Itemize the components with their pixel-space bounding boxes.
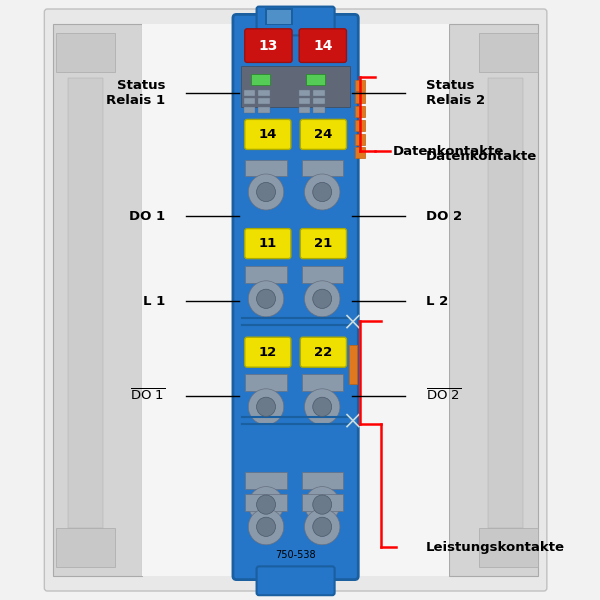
Text: Status
Relais 2: Status Relais 2 xyxy=(425,79,485,107)
Text: $\overline{\mathrm{DO\ 1}}$: $\overline{\mathrm{DO\ 1}}$ xyxy=(130,388,166,404)
FancyBboxPatch shape xyxy=(245,337,291,367)
FancyBboxPatch shape xyxy=(299,29,346,62)
Bar xyxy=(53,24,142,576)
Circle shape xyxy=(313,495,332,514)
Bar xyxy=(355,147,365,158)
Circle shape xyxy=(257,289,275,308)
Bar xyxy=(68,78,103,528)
Text: Datenkontakte: Datenkontakte xyxy=(425,149,537,163)
Circle shape xyxy=(257,495,275,514)
Bar xyxy=(302,494,343,511)
Circle shape xyxy=(257,182,275,202)
Bar xyxy=(251,74,270,85)
Bar xyxy=(355,120,365,131)
Bar xyxy=(244,98,256,104)
Circle shape xyxy=(304,487,340,523)
Bar xyxy=(56,33,115,72)
Text: L 2: L 2 xyxy=(425,295,448,308)
Circle shape xyxy=(257,517,275,536)
Circle shape xyxy=(304,389,340,425)
Bar xyxy=(245,494,287,511)
Text: 11: 11 xyxy=(259,237,277,250)
Bar xyxy=(302,266,343,283)
Bar xyxy=(245,472,287,489)
Bar xyxy=(355,92,365,103)
Bar xyxy=(244,107,256,113)
Bar xyxy=(258,90,269,96)
Circle shape xyxy=(248,487,284,523)
FancyBboxPatch shape xyxy=(257,566,335,595)
Bar xyxy=(306,74,325,85)
Bar xyxy=(349,345,357,384)
Circle shape xyxy=(248,281,284,317)
Bar xyxy=(355,106,365,117)
Text: Leistungskontakte: Leistungskontakte xyxy=(425,541,565,554)
Bar xyxy=(479,528,538,567)
Bar xyxy=(245,374,287,391)
Bar xyxy=(302,160,343,176)
Circle shape xyxy=(248,509,284,545)
Text: 13: 13 xyxy=(259,38,278,53)
FancyBboxPatch shape xyxy=(245,119,291,149)
Bar xyxy=(245,160,287,176)
Bar xyxy=(302,472,343,489)
Text: DO 2: DO 2 xyxy=(425,209,462,223)
Circle shape xyxy=(313,397,332,416)
Bar xyxy=(299,107,310,113)
Circle shape xyxy=(304,281,340,317)
Bar xyxy=(488,78,523,528)
Text: $\overline{\mathrm{DO\ 2}}$: $\overline{\mathrm{DO\ 2}}$ xyxy=(425,388,461,404)
Text: 12: 12 xyxy=(259,346,277,359)
Bar xyxy=(299,90,310,96)
Bar xyxy=(299,98,310,104)
Bar xyxy=(355,134,365,145)
Bar xyxy=(479,33,538,72)
Circle shape xyxy=(313,517,332,536)
Bar xyxy=(56,528,115,567)
FancyBboxPatch shape xyxy=(245,29,292,62)
Text: Datenkontakte: Datenkontakte xyxy=(393,145,505,158)
FancyBboxPatch shape xyxy=(301,119,346,149)
Text: 22: 22 xyxy=(314,346,332,359)
Bar xyxy=(245,266,287,283)
Circle shape xyxy=(304,509,340,545)
Text: 750-538: 750-538 xyxy=(275,550,316,560)
Bar xyxy=(313,107,325,113)
Bar xyxy=(241,66,350,107)
FancyBboxPatch shape xyxy=(44,9,547,591)
Bar xyxy=(265,8,293,25)
FancyBboxPatch shape xyxy=(301,337,346,367)
Bar xyxy=(355,80,365,91)
Bar xyxy=(142,24,449,576)
Circle shape xyxy=(257,397,275,416)
Bar xyxy=(302,374,343,391)
FancyBboxPatch shape xyxy=(245,229,291,259)
Text: 24: 24 xyxy=(314,128,332,141)
FancyBboxPatch shape xyxy=(301,229,346,259)
FancyBboxPatch shape xyxy=(233,14,358,580)
Text: 21: 21 xyxy=(314,237,332,250)
Bar xyxy=(258,107,269,113)
Text: DO 1: DO 1 xyxy=(130,209,166,223)
Text: Status
Relais 1: Status Relais 1 xyxy=(106,79,166,107)
Bar xyxy=(258,98,269,104)
Bar xyxy=(313,90,325,96)
Text: L 1: L 1 xyxy=(143,295,166,308)
FancyBboxPatch shape xyxy=(257,7,335,35)
Circle shape xyxy=(313,182,332,202)
Circle shape xyxy=(248,389,284,425)
Circle shape xyxy=(304,174,340,210)
Text: 14: 14 xyxy=(313,38,332,53)
Bar xyxy=(266,10,292,24)
Circle shape xyxy=(313,289,332,308)
Bar xyxy=(313,98,325,104)
Circle shape xyxy=(248,174,284,210)
Text: 14: 14 xyxy=(259,128,277,141)
Bar xyxy=(449,24,538,576)
Bar xyxy=(244,90,256,96)
